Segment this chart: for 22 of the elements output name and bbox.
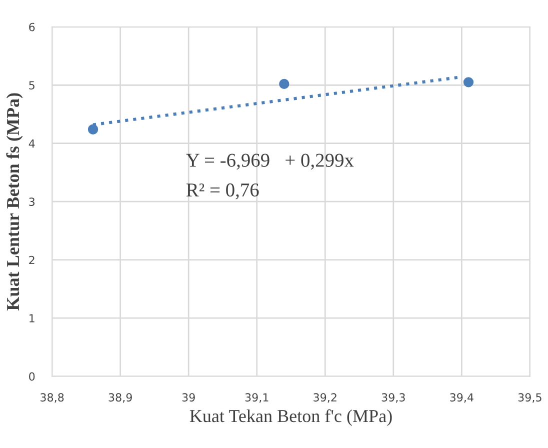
point — [463, 77, 474, 88]
y-tick-label: 3 — [29, 198, 35, 206]
point — [88, 124, 98, 134]
x-tick-label: 39,3 — [382, 393, 405, 403]
x-tick-label: 39,1 — [245, 393, 268, 403]
x-tick-label: 38,8 — [40, 393, 64, 403]
annotation: R² = 0,76 — [186, 183, 259, 200]
x-axis-title: Kuat Tekan Beton f'c (MPa) — [190, 409, 392, 426]
y-tick-label: 5 — [29, 81, 34, 90]
x-tick-label: 39 — [182, 393, 195, 402]
point — [279, 78, 290, 90]
annotation: Y = -6,969 + 0,299x — [186, 154, 354, 170]
x-tick-label: 39,4 — [450, 393, 474, 403]
x-tick-label: 38,9 — [108, 393, 132, 403]
y-tick-label: 0 — [29, 372, 35, 381]
y-tick-label: 4 — [28, 139, 35, 148]
y-tick-label: 2 — [29, 256, 34, 264]
x-tick-label: 39,2 — [314, 393, 336, 403]
y-tick-label: 6 — [29, 22, 35, 32]
y-axis-title: Kuat Lentur Beton fs (MPa) — [6, 93, 23, 310]
y-tick-label: 1 — [30, 314, 34, 322]
x-tick-label: 39,5 — [518, 393, 542, 403]
